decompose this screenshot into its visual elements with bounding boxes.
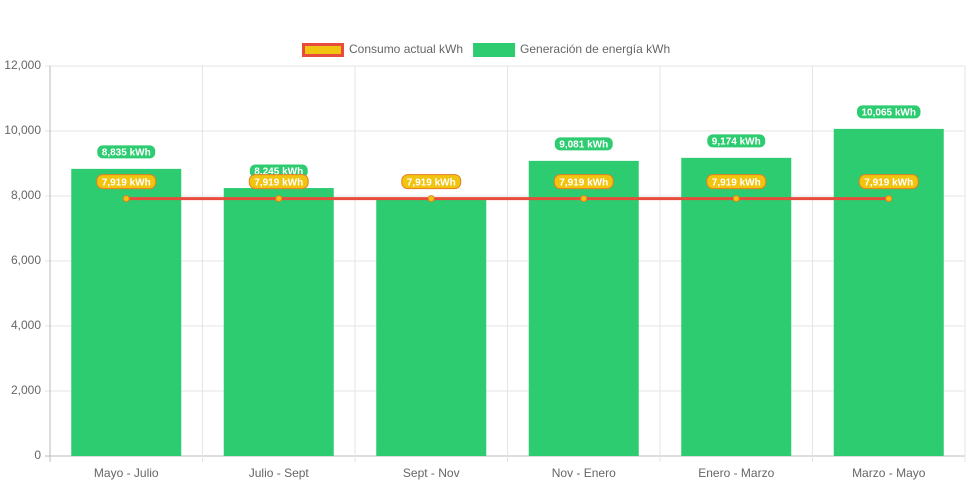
value-label-text: 7,919 kWh [864, 177, 913, 188]
bar [376, 198, 487, 456]
value-label: 9,174 kWh [706, 133, 767, 149]
y-tick-label: 6,000 [11, 253, 41, 267]
x-tick-label: Marzo - Mayo [852, 466, 926, 480]
legend-swatch [473, 43, 516, 57]
legend-label: Generación de energía kWh [520, 42, 670, 56]
legend-item: Generación de energía kWh [473, 42, 670, 57]
line-point [885, 195, 893, 203]
value-label-box [706, 133, 767, 149]
value-label-text: 8,245 kWh [254, 167, 303, 178]
value-label: 9,081 kWh [553, 136, 614, 152]
value-label-text: 7,919 kWh [559, 177, 608, 188]
value-label: 7,919 kWh [401, 174, 462, 190]
value-label: 8,835 kWh [96, 144, 157, 160]
line-point [122, 195, 130, 203]
legend-swatch [302, 43, 344, 57]
value-label: 7,919 kWh [553, 174, 614, 190]
y-tick-label: 10,000 [4, 123, 41, 137]
line-point [580, 195, 588, 203]
y-tick-label: 4,000 [11, 318, 41, 332]
value-label-box [856, 104, 922, 120]
y-tick-label: 0 [34, 448, 41, 462]
y-tick-label: 12,000 [4, 58, 41, 72]
value-label-text: 7,919 kWh [102, 177, 151, 188]
x-tick-label: Mayo - Julio [94, 466, 159, 480]
value-label: 7,919 kWh [706, 174, 767, 190]
legend-item: Consumo actual kWh [302, 42, 463, 57]
value-label-text: 7,919 kWh [407, 177, 456, 188]
value-label-text: 7,919 kWh [712, 177, 761, 188]
value-label: 7,919 kWh [858, 174, 919, 190]
value-label-box [706, 174, 767, 190]
bar [528, 160, 639, 456]
x-tick-label: Nov - Enero [552, 466, 616, 480]
value-label-box [96, 144, 157, 160]
line-point [275, 195, 283, 203]
bar [681, 157, 792, 456]
value-label: 7,919 kWh [248, 174, 309, 190]
legend-label: Consumo actual kWh [349, 42, 463, 56]
value-label-text: 9,081 kWh [559, 140, 608, 151]
y-tick-label: 2,000 [11, 383, 41, 397]
value-label-box [248, 174, 309, 190]
x-tick-label: Sept - Nov [403, 466, 460, 480]
bar [223, 188, 334, 456]
value-label-box [553, 136, 614, 152]
bar [71, 168, 182, 457]
y-tick-label: 8,000 [11, 188, 41, 202]
line-point [427, 195, 435, 203]
x-tick-label: Enero - Marzo [698, 466, 774, 480]
value-label-text: 8,835 kWh [102, 148, 151, 159]
value-label: 7,919 kWh [96, 174, 157, 190]
value-label-text: 9,174 kWh [712, 136, 761, 147]
value-label: 10,065 kWh [856, 104, 922, 120]
x-tick-label: Julio - Sept [249, 466, 310, 480]
value-label-box [401, 174, 462, 190]
line-point [732, 195, 740, 203]
value-label-text: 10,065 kWh [862, 108, 916, 119]
value-label-box [858, 174, 919, 190]
value-label-text: 7,919 kWh [254, 177, 303, 188]
value-label-box [96, 174, 157, 190]
value-label-box [553, 174, 614, 190]
